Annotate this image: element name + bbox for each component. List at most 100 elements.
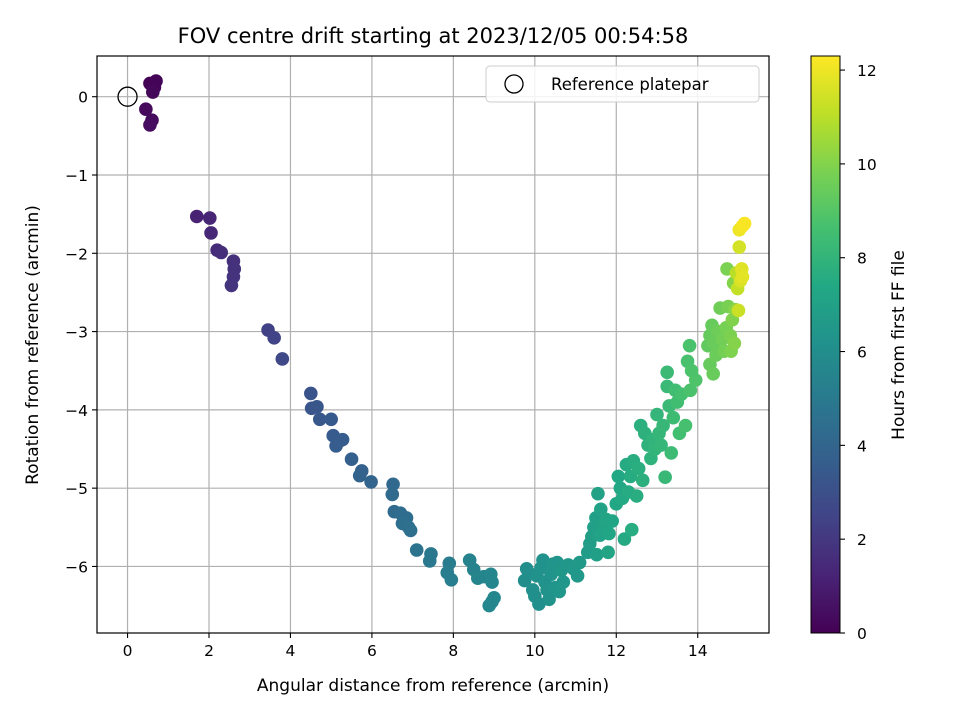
data-point [189, 209, 204, 224]
x-tick-label: 4 [286, 642, 296, 660]
data-point [139, 102, 153, 117]
data-point [203, 211, 217, 225]
y-tick-label: −2 [65, 245, 88, 263]
data-point [224, 278, 239, 293]
plot-frame [96, 55, 770, 634]
data-point [422, 554, 437, 568]
data-point [727, 336, 742, 351]
colorbar-tick-label: 10 [857, 156, 877, 174]
data-point [482, 598, 497, 613]
data-point [444, 572, 459, 587]
data-point [364, 475, 378, 489]
data-point [544, 567, 558, 582]
data-point [267, 331, 281, 345]
data-point [635, 473, 650, 488]
data-point [650, 407, 664, 422]
x-tick-label: 6 [367, 642, 377, 660]
data-point [409, 543, 424, 557]
data-point [589, 547, 604, 562]
data-point [602, 526, 616, 541]
x-tick-label: 10 [525, 642, 545, 660]
x-axis-label: Angular distance from reference (arcmin) [257, 676, 609, 696]
x-axis-ticks: 0 2 4 6 8 10 12 14 [123, 633, 708, 660]
y-tick-label: −6 [65, 558, 88, 576]
data-point [536, 553, 550, 567]
data-point [572, 555, 587, 570]
data-point [658, 470, 672, 485]
data-point [629, 489, 644, 503]
x-tick-label: 14 [688, 642, 708, 660]
data-point [304, 386, 318, 401]
data-point [688, 373, 703, 387]
y-axis-ticks: 0 −1 −2 −3 −4 −5 −6 [65, 89, 97, 576]
legend-reference-marker [504, 74, 524, 94]
x-tick-label: 12 [606, 642, 626, 660]
y-tick-label: −3 [65, 324, 88, 342]
x-tick-label: 2 [204, 642, 214, 660]
data-point [143, 118, 157, 132]
y-tick-label: −5 [65, 480, 88, 498]
grid-lines [97, 56, 769, 633]
data-point [591, 486, 605, 501]
y-tick-label: 0 [78, 89, 88, 107]
legend-box [485, 65, 760, 103]
data-point [611, 469, 626, 484]
data-point [660, 365, 674, 380]
data-point [731, 303, 746, 318]
colorbar-tick-label: 4 [857, 437, 867, 455]
data-point [682, 338, 697, 353]
data-point [601, 545, 615, 560]
data-point [656, 418, 670, 433]
data-point [204, 226, 218, 240]
data-point [145, 85, 160, 99]
y-tick-label: −4 [65, 402, 88, 420]
data-point [386, 477, 400, 492]
data-point [732, 240, 747, 254]
data-point [532, 597, 546, 611]
data-point [624, 522, 639, 537]
data-point [593, 502, 608, 517]
legend: Reference platepar [485, 65, 760, 103]
data-point [214, 245, 229, 260]
data-point [654, 438, 668, 452]
data-point [312, 412, 327, 427]
data-point [678, 418, 693, 433]
data-point [556, 575, 571, 589]
reference-marker [117, 86, 138, 107]
data-point [617, 532, 632, 546]
data-point [706, 367, 721, 381]
colorbar [810, 55, 841, 634]
data-point [275, 352, 290, 366]
data-point [310, 399, 324, 414]
data-point [666, 410, 681, 425]
data-points [139, 74, 752, 613]
data-point [631, 461, 646, 476]
colorbar-tick-label: 0 [857, 625, 867, 643]
data-point [385, 487, 400, 502]
colorbar-tick-label: 6 [857, 344, 867, 362]
legend-label: Reference platepar [551, 75, 709, 94]
data-point [683, 383, 698, 398]
data-point [329, 439, 343, 453]
reference-platepar-point [117, 86, 138, 107]
colorbar-label: Hours from first FF file [889, 250, 909, 440]
data-point [570, 569, 585, 583]
data-point [542, 592, 556, 607]
data-point [344, 452, 359, 466]
x-tick-label: 0 [123, 642, 133, 660]
data-point [735, 269, 750, 284]
data-point [664, 446, 679, 460]
y-tick-label: −1 [65, 167, 88, 185]
y-axis-label: Rotation from reference (arcmin) [23, 205, 43, 485]
colorbar-ticks: 0 2 4 6 8 10 12 [840, 62, 877, 643]
colorbar-tick-label: 12 [857, 62, 877, 80]
data-point [605, 514, 619, 528]
data-point [401, 520, 416, 535]
data-point [352, 468, 367, 483]
data-point [324, 412, 338, 427]
data-point [485, 575, 499, 589]
colorbar-tick-label: 8 [857, 250, 867, 268]
data-point [737, 216, 752, 231]
x-tick-label: 8 [448, 642, 458, 660]
chart-title: FOV centre drift starting at 2023/12/05 … [178, 24, 689, 48]
